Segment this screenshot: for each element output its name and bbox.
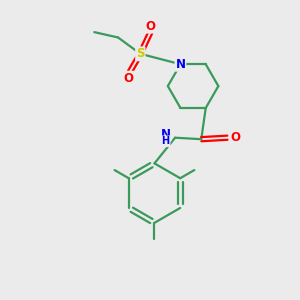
Text: N: N: [160, 128, 171, 141]
Text: H: H: [161, 136, 170, 146]
Text: O: O: [146, 20, 156, 33]
Text: O: O: [124, 72, 134, 85]
Text: S: S: [136, 47, 145, 60]
Text: O: O: [231, 131, 241, 144]
Text: N: N: [176, 58, 185, 71]
